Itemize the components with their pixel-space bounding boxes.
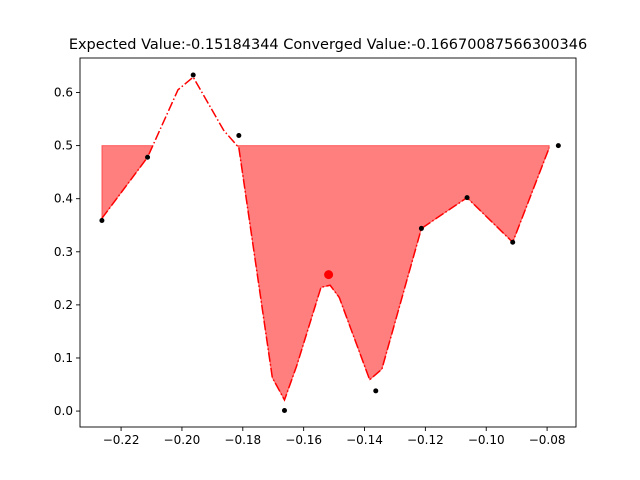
data-point [190,72,196,78]
y-tick-label: 0.2 [54,298,73,312]
x-tick-label: −0.18 [224,433,261,447]
x-tick-label: −0.16 [285,433,322,447]
y-tick-label: 0.6 [54,86,73,100]
x-tick-label: −0.08 [529,433,566,447]
y-tick-label: 0.4 [54,192,73,206]
data-point [236,133,242,139]
y-tick-label: 0.3 [54,245,73,259]
x-tick-label: −0.10 [468,433,505,447]
data-point [510,239,516,245]
data-point [145,154,151,160]
axes-frame [79,57,577,428]
y-tick-label: 0.5 [54,139,73,153]
x-tick-label: −0.20 [164,433,201,447]
y-tick-label: 0.0 [54,404,73,418]
data-point [418,225,424,231]
plot-area: −0.22 −0.20 −0.18 −0.16 −0.14 −0.12 −0.10 −0.08… [54,57,577,447]
x-tick-label: −0.14 [346,433,383,447]
data-point [373,388,379,394]
expected-value-marker [324,270,334,280]
data-point [464,195,470,201]
y-tick-label: 0.1 [54,351,73,365]
chart-title: Expected Value:-0.15184344 Converged Val… [69,37,587,53]
x-tick-label: −0.22 [103,433,140,447]
data-point [99,217,105,223]
data-point [281,408,287,414]
x-tick-label: −0.12 [407,433,444,447]
data-point [555,143,561,149]
